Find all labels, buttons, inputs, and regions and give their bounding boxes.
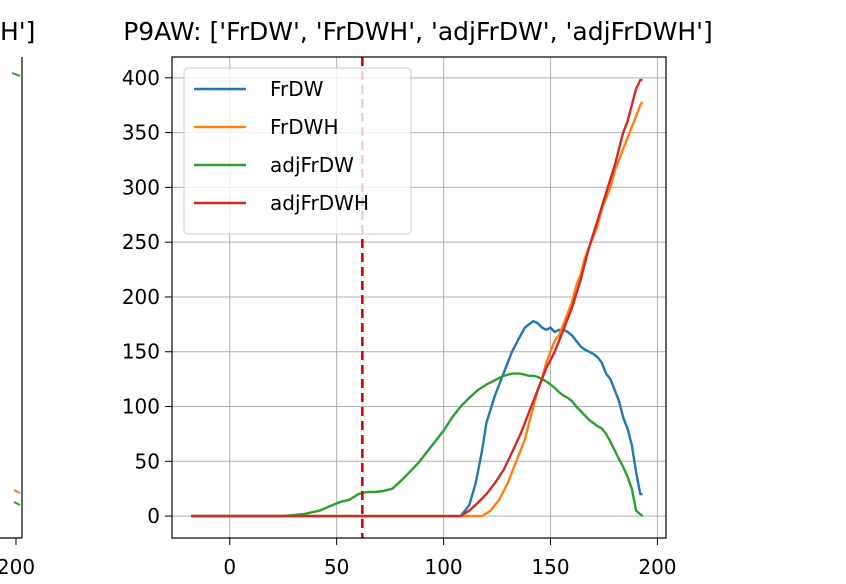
legend: FrDW FrDWH adjFrDW adjFrDWH — [183, 67, 412, 235]
y-tick-label: 200 — [122, 285, 160, 309]
y-tick-label: 250 — [122, 230, 160, 254]
series-line-frdwh — [191, 101, 644, 518]
left-subplot-x-tick-label: 200 — [0, 555, 35, 579]
y-tick-label: 400 — [122, 66, 160, 90]
axis-ticks: 0 50 100 150 200 0 50 100 150 200 250 300 350 400 — [122, 66, 677, 579]
left-subplot-green-fragment-2 — [13, 501, 21, 506]
x-tick-label: 100 — [424, 555, 462, 579]
x-tick-label: 50 — [324, 555, 349, 579]
legend-label-frdwh: FrDWH — [270, 115, 339, 139]
series-line-adjfrdwh — [191, 78, 643, 518]
y-tick-label: 300 — [122, 175, 160, 199]
legend-box — [183, 67, 412, 235]
y-tick-label: 100 — [122, 395, 160, 419]
series-line-adjfrdw — [191, 372, 644, 518]
series-line-frdw — [191, 319, 643, 518]
x-tick-label: 0 — [223, 555, 236, 579]
y-tick-label: 50 — [135, 449, 160, 473]
series-lines — [191, 78, 644, 518]
plot-frame — [171, 56, 667, 539]
chart-title: P9AW: ['FrDW', 'FrDWH', 'adjFrDW', 'adjF… — [123, 17, 713, 46]
legend-label-adjfrdwh: adjFrDWH — [270, 191, 369, 215]
left-subplot: H'] 200 — [0, 17, 35, 579]
x-tick-label: 150 — [531, 555, 569, 579]
grid-lines — [172, 57, 666, 538]
x-tick-label: 200 — [638, 555, 676, 579]
y-tick-label: 0 — [147, 504, 160, 528]
y-tick-label: 150 — [122, 340, 160, 364]
legend-label-frdw: FrDW — [270, 77, 324, 101]
legend-label-adjfrdw: adjFrDW — [270, 153, 354, 177]
y-tick-label: 350 — [122, 121, 160, 145]
left-subplot-orange-fragment — [13, 489, 21, 494]
left-subplot-title: H'] — [0, 17, 35, 46]
left-subplot-green-fragment — [11, 72, 21, 77]
